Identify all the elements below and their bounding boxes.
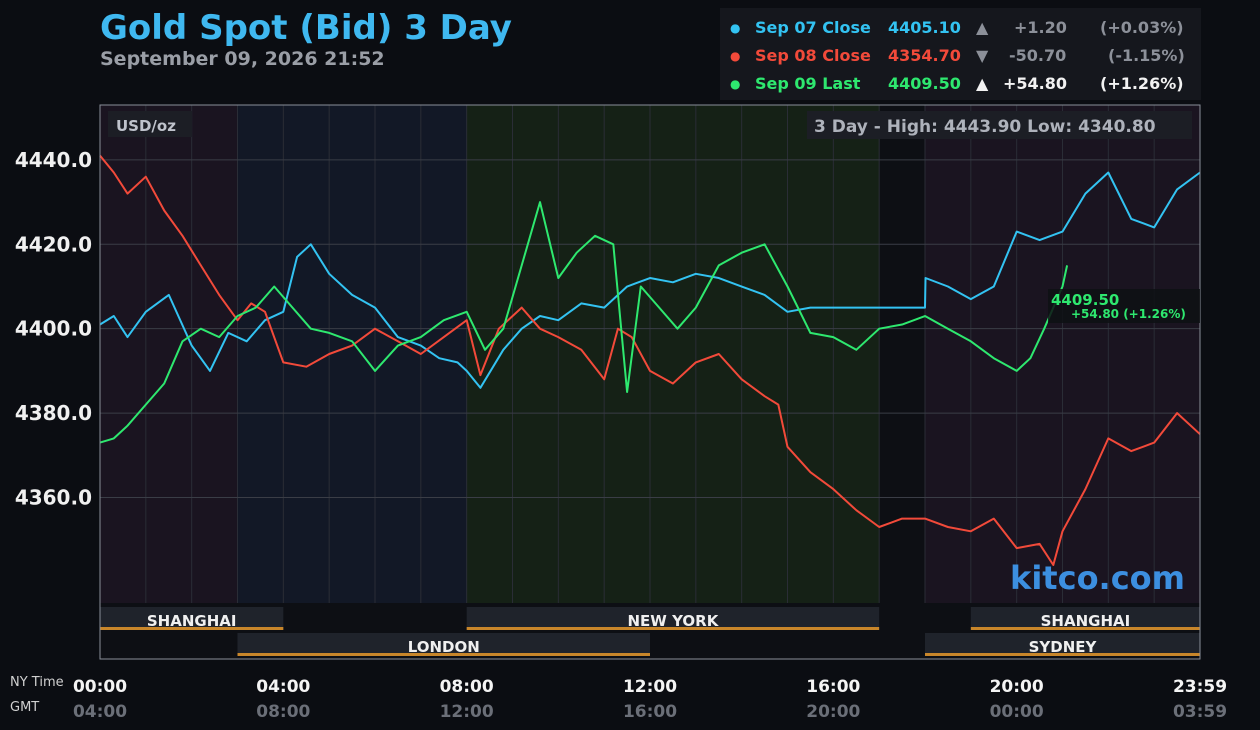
series-line-sep-07-close <box>99 171 1201 389</box>
page-title: Gold Spot (Bid) 3 Day <box>100 8 512 48</box>
legend-value: 4409.50 <box>888 74 961 93</box>
legend-row-sep07[interactable]: ● Sep 07 Close 4405.10 ▲ +1.20 (+0.03%) <box>720 14 1201 40</box>
legend-label: Sep 07 Close <box>755 18 871 37</box>
market-label: NEW YORK <box>628 612 720 630</box>
unit-label-bg <box>108 111 192 137</box>
legend-pct: (+0.03%) <box>1100 18 1184 37</box>
x-tick-label-gmt: 03:59 <box>1173 702 1227 722</box>
x-tick-label-ny: 23:59 <box>1173 677 1227 697</box>
legend-arrow-icon: ▲ <box>976 74 989 93</box>
x-tick-label-ny: 00:00 <box>73 677 127 697</box>
market-bar <box>466 627 880 630</box>
legend-row-sep08[interactable]: ● Sep 08 Close 4354.70 ▼ -50.70 (-1.15%) <box>720 42 1201 68</box>
legend-panel: ● Sep 07 Close 4405.10 ▲ +1.20 (+0.03%) … <box>720 8 1201 100</box>
legend-label: Sep 08 Close <box>755 46 871 65</box>
market-label: SHANGHAI <box>147 612 237 630</box>
market-bar <box>970 627 1200 630</box>
legend-arrow-icon: ▲ <box>976 18 989 37</box>
market-bar <box>100 627 284 630</box>
market-bar <box>925 653 1200 656</box>
legend-pct: (-1.15%) <box>1108 46 1185 65</box>
legend-change: +54.80 <box>1003 74 1068 93</box>
gmt-label: GMT <box>10 700 40 715</box>
legend-label: Sep 09 Last <box>755 74 861 93</box>
y-tick-label: 4360.0 <box>15 485 92 509</box>
last-value-badge <box>1048 289 1200 323</box>
x-tick-label-gmt: 12:00 <box>440 702 494 722</box>
range-label-bg <box>807 111 1192 139</box>
ny-time-label: NY Time <box>10 675 64 690</box>
session-shade <box>879 105 925 603</box>
x-tick-label-ny: 16:00 <box>806 677 860 697</box>
market-block <box>237 633 650 655</box>
y-tick-label: 4380.0 <box>15 401 92 425</box>
plot-border <box>99 104 1201 660</box>
legend-dot-icon: ● <box>730 21 741 35</box>
y-tick-label: 4400.0 <box>15 317 92 341</box>
range-label: 3 Day - High: 4443.90 Low: 4340.80 <box>814 117 1156 137</box>
x-tick-label-gmt: 08:00 <box>256 702 310 722</box>
x-tick-label-gmt: 20:00 <box>806 702 860 722</box>
x-tick-label-ny: 04:00 <box>256 677 310 697</box>
market-bar <box>237 653 650 656</box>
market-block <box>466 607 880 629</box>
session-shade <box>466 105 880 603</box>
legend-row-sep09[interactable]: ● Sep 09 Last 4409.50 ▲ +54.80 (+1.26%) <box>720 70 1201 96</box>
x-tick-label-ny: 08:00 <box>440 677 494 697</box>
legend-dot-icon: ● <box>730 77 741 91</box>
x-tick-label-gmt: 16:00 <box>623 702 677 722</box>
page-subtitle: September 09, 2026 21:52 <box>100 48 385 70</box>
market-block <box>100 607 284 629</box>
last-change-label: +54.80 (+1.26%) <box>1071 307 1186 321</box>
market-block <box>970 607 1200 629</box>
market-block <box>925 633 1200 655</box>
unit-label: USD/oz <box>116 117 176 135</box>
y-tick-label: 4420.0 <box>15 232 92 256</box>
y-tick-label: 4440.0 <box>15 148 92 172</box>
x-tick-label-gmt: 00:00 <box>990 702 1044 722</box>
legend-change: -50.70 <box>1009 46 1067 65</box>
x-tick-label-gmt: 04:00 <box>73 702 127 722</box>
x-tick-label-ny: 12:00 <box>623 677 677 697</box>
market-label: SHANGHAI <box>1041 612 1131 630</box>
legend-value: 4405.10 <box>888 18 961 37</box>
market-label: SYDNEY <box>1029 638 1098 656</box>
series-line-sep-08-close <box>99 154 1201 566</box>
series-line-sep-09-last <box>99 201 1069 444</box>
x-tick-label-ny: 20:00 <box>990 677 1044 697</box>
legend-value: 4354.70 <box>888 46 961 65</box>
market-label: LONDON <box>408 638 480 656</box>
session-shade <box>237 105 467 603</box>
legend-pct: (+1.26%) <box>1100 74 1184 93</box>
last-value-label: 4409.50 <box>1051 291 1119 309</box>
legend-arrow-icon: ▼ <box>976 46 989 65</box>
legend-change: +1.20 <box>1014 18 1067 37</box>
legend-dot-icon: ● <box>730 49 741 63</box>
kitco-watermark: kitco.com <box>1010 559 1185 597</box>
session-shade <box>100 105 238 603</box>
